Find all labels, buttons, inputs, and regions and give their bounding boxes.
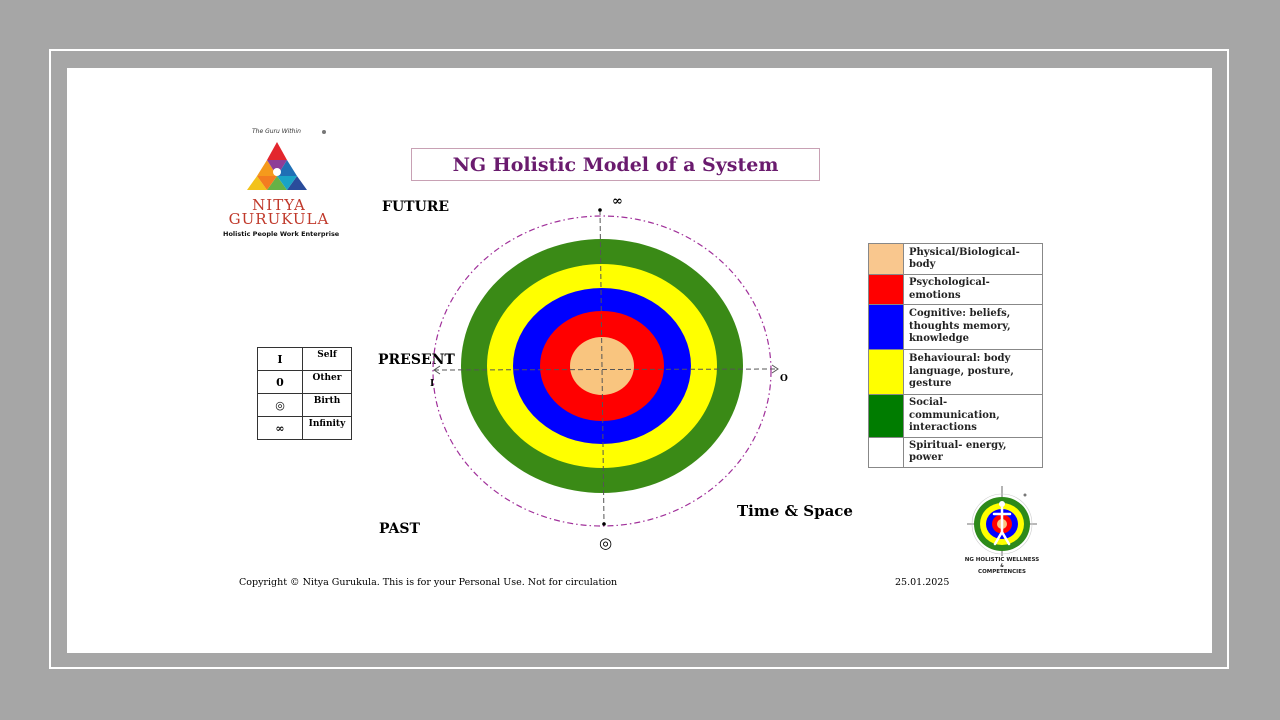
legend-swatch [868,349,904,395]
legend-row: Social- communication, interactions [868,394,1043,438]
symbol-key-label: Birth [302,393,352,417]
date-text: 25.01.2025 [895,577,950,588]
vertical-axis [599,209,605,525]
legend-text: Spiritual- energy, power [903,436,1043,468]
label-past: PAST [379,521,420,537]
label-present: PRESENT [378,352,455,368]
symbol-key-row: ∞ Infinity [257,416,352,440]
logo-dot [322,130,326,134]
copyright-text: Copyright © Nitya Gurukula. This is for … [239,577,618,588]
symbol-key-symbol: ∞ [257,416,303,440]
symbol-key-symbol: 0 [257,370,303,394]
symbol-key-symbol: I [257,347,303,371]
legend-text: Psychological-emotions [903,274,1043,305]
symbol-key-label: Self [302,347,352,371]
symbol-key-row: ◎ Birth [257,393,352,417]
legend-text: Physical/Biological-body [903,243,1043,275]
slide: The Guru Within NITYA GURUKULA Holistic … [67,68,1212,653]
legend-swatch [868,274,904,305]
badge-line2: & [1000,563,1004,568]
slide-frame [49,49,1229,669]
legend-swatch [868,243,904,275]
holistic-model-diagram [432,208,779,527]
logo-triangle-icon [247,142,307,190]
legend-row: Physical/Biological-body [868,243,1043,275]
symbol-key-label: Other [302,370,352,394]
axis-arrow-right [771,364,779,374]
legend-row: Behavioural: body language, posture, ges… [868,349,1043,395]
legend-swatch [868,304,904,350]
symbol-key-row: 0 Other [257,370,352,394]
logo-name-line2: GURUKULA [228,210,330,228]
legend-row: Psychological-emotions [868,274,1043,305]
label-time-space: Time & Space [737,502,853,520]
symbol-key-row: I Self [257,347,352,371]
axis-arrow-left [433,365,441,375]
axis-mark-birth: ◎ [599,534,613,552]
symbol-key-table: I Self 0 Other ◎ Birth ∞ Infinity [257,347,352,440]
badge-line3: COMPETENCIES [978,569,1026,575]
legend-swatch [868,436,904,468]
axis-mark-infinity: ∞ [612,194,623,209]
wellness-badge-icon [967,486,1037,556]
legend-text: Cognitive: beliefs, thoughts memory, kno… [903,304,1043,350]
label-future: FUTURE [382,199,450,215]
logo-name-line1: NITYA [252,196,306,214]
legend-text: Social- communication, interactions [903,394,1043,438]
page-title: NG Holistic Model of a System [411,148,820,181]
legend-swatch [868,394,904,438]
logo-subtitle: Holistic People Work Enterprise [223,230,340,238]
symbol-key-symbol: ◎ [257,393,303,417]
axis-mark-other: O [780,374,788,384]
layer-legend-table: Physical/Biological-body Psychological-e… [868,243,1043,468]
axis-point-bottom [602,522,606,526]
horizontal-axis [433,368,779,371]
outer-spiritual-ring [432,215,772,527]
legend-text: Behavioural: body language, posture, ges… [903,349,1043,395]
axis-mark-self: I [430,379,435,389]
symbol-key-label: Infinity [302,416,352,440]
legend-row: Cognitive: beliefs, thoughts memory, kno… [868,304,1043,350]
axis-point-top [598,208,602,212]
legend-row: Spiritual- energy, power [868,436,1043,468]
badge-line1: NG HOLISTIC WELLNESS [964,557,1040,563]
logo-tagline: The Guru Within [252,128,301,135]
